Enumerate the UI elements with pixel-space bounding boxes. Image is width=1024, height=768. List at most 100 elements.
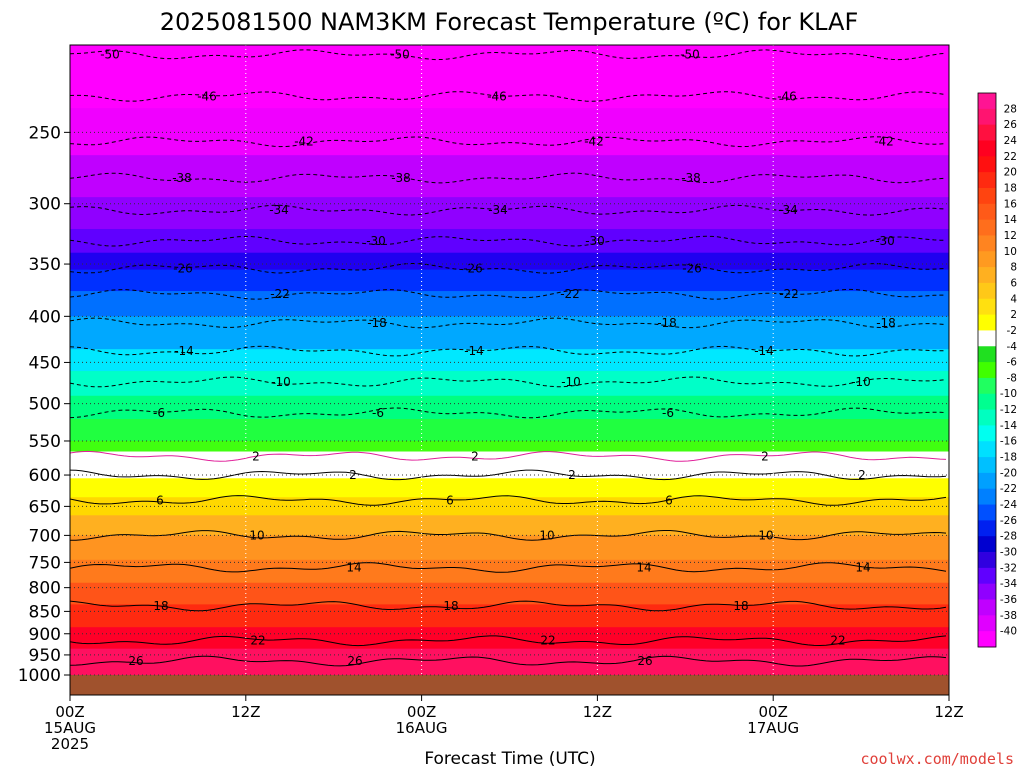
temperature-band xyxy=(70,379,949,385)
temperature-band xyxy=(70,183,949,192)
temperature-band xyxy=(70,335,949,341)
y-tick-label: 900 xyxy=(29,625,61,645)
contour-label: 6 xyxy=(665,493,673,507)
x-tick-label: 2025 xyxy=(51,735,89,753)
temperature-band xyxy=(70,572,949,576)
contour-label: -10 xyxy=(851,375,871,389)
temperature-band xyxy=(70,258,949,265)
contour-line xyxy=(70,655,947,667)
temperature-band xyxy=(70,358,949,364)
temperature-band xyxy=(70,640,949,643)
temperature-band xyxy=(70,362,949,368)
temperature-band xyxy=(70,73,949,83)
temperature-band xyxy=(70,155,949,164)
colorbar-swatch xyxy=(978,267,996,284)
temperature-band xyxy=(70,301,949,308)
contour-label: 2 xyxy=(471,449,479,463)
colorbar-swatch xyxy=(978,235,996,252)
temperature-band xyxy=(70,618,949,622)
temperature-band xyxy=(70,448,949,453)
colorbar-swatch xyxy=(978,520,996,537)
colorbar-swatch xyxy=(978,599,996,616)
temperature-band xyxy=(70,609,949,612)
temperature-band xyxy=(70,330,949,337)
colorbar-label: -4 xyxy=(1007,341,1018,353)
colorbar-frame xyxy=(977,92,997,648)
colorbar-swatch xyxy=(978,330,996,347)
y-tick-label: 700 xyxy=(29,526,61,546)
temperature-band xyxy=(70,594,949,598)
y-tick-label: 800 xyxy=(29,579,61,599)
contour-label: 22 xyxy=(250,634,265,648)
contour-label: 26 xyxy=(347,654,362,668)
temperature-band xyxy=(70,316,949,322)
contour-label: -18 xyxy=(367,316,387,330)
temperature-band xyxy=(70,433,949,439)
plot-area: -50 -50 -50 -46 -46 -46 -42 -42 -42 -38 -38 -38 -34 -… xyxy=(70,45,949,695)
y-axis: 250 300 350 400 450 500 550 600 650 700 750 800 850 9… xyxy=(18,123,70,686)
contour-label: -18 xyxy=(657,316,677,330)
contour-label: 2 xyxy=(252,449,260,463)
temperature-band xyxy=(70,197,949,205)
temperature-band xyxy=(70,557,949,561)
temperature-band xyxy=(70,659,949,662)
colorbar-label: 8 xyxy=(1010,262,1017,274)
temperature-band xyxy=(70,444,949,449)
temperature-band xyxy=(70,478,949,483)
temperature-band xyxy=(70,551,949,556)
contour-label: -26 xyxy=(682,262,702,276)
colorbar-swatch xyxy=(978,93,996,110)
colorbar-swatch xyxy=(978,377,996,395)
temperature-band xyxy=(70,546,949,550)
temperature-band xyxy=(70,419,949,424)
colorbar-swatch xyxy=(978,631,996,648)
colorbar-swatch xyxy=(978,615,996,632)
temperature-band xyxy=(70,491,949,495)
temperature-band xyxy=(70,306,949,313)
colorbar-label: -28 xyxy=(1000,531,1017,543)
temperature-band xyxy=(70,349,949,355)
colorbar-swatch xyxy=(978,457,996,474)
y-tick-label: 250 xyxy=(29,123,61,143)
colorbar-swatch xyxy=(978,425,996,442)
temperature-band xyxy=(70,575,949,579)
colorbar-swatch xyxy=(978,140,996,157)
temperature-band xyxy=(70,415,949,420)
colorbar-label: 6 xyxy=(1010,277,1017,289)
contour-label: 6 xyxy=(446,493,454,507)
temperature-band xyxy=(70,582,949,586)
contour-label: -14 xyxy=(754,344,774,358)
colorbar-label: -10 xyxy=(1000,388,1017,400)
y-tick-label: 750 xyxy=(29,553,61,573)
contour-label: 22 xyxy=(830,634,845,648)
colorbar-label: -24 xyxy=(1000,499,1017,511)
colorbar-label: -32 xyxy=(1000,562,1017,574)
temperature-band xyxy=(70,564,949,569)
temperature-band xyxy=(70,613,949,617)
contour-line xyxy=(70,450,947,462)
colorbar-label: -38 xyxy=(1000,610,1017,622)
temperature-band xyxy=(70,512,949,516)
colorbar-label: -8 xyxy=(1007,372,1017,384)
temperature-band xyxy=(70,252,949,260)
temperature-band xyxy=(70,602,949,606)
temperature-band xyxy=(70,663,949,666)
temperature-band xyxy=(70,269,949,276)
temperature-band xyxy=(70,481,949,486)
colorbar-swatch xyxy=(978,472,996,490)
contour-label: -26 xyxy=(173,262,193,276)
temperature-band xyxy=(70,526,949,531)
temperature-band xyxy=(70,241,949,248)
contour-label: 18 xyxy=(153,599,168,613)
colorbar-swatch xyxy=(978,282,996,300)
y-tick-label: 350 xyxy=(29,255,61,275)
temperature-band xyxy=(70,375,949,381)
temperature-band xyxy=(70,325,949,332)
temperature-band xyxy=(70,549,949,553)
contour-label: 14 xyxy=(636,561,651,575)
contour-label: -42 xyxy=(874,135,894,149)
temperature-band xyxy=(70,500,949,504)
temperature-band xyxy=(70,407,949,413)
y-tick-label: 600 xyxy=(29,466,61,486)
temperature-band xyxy=(70,124,949,133)
